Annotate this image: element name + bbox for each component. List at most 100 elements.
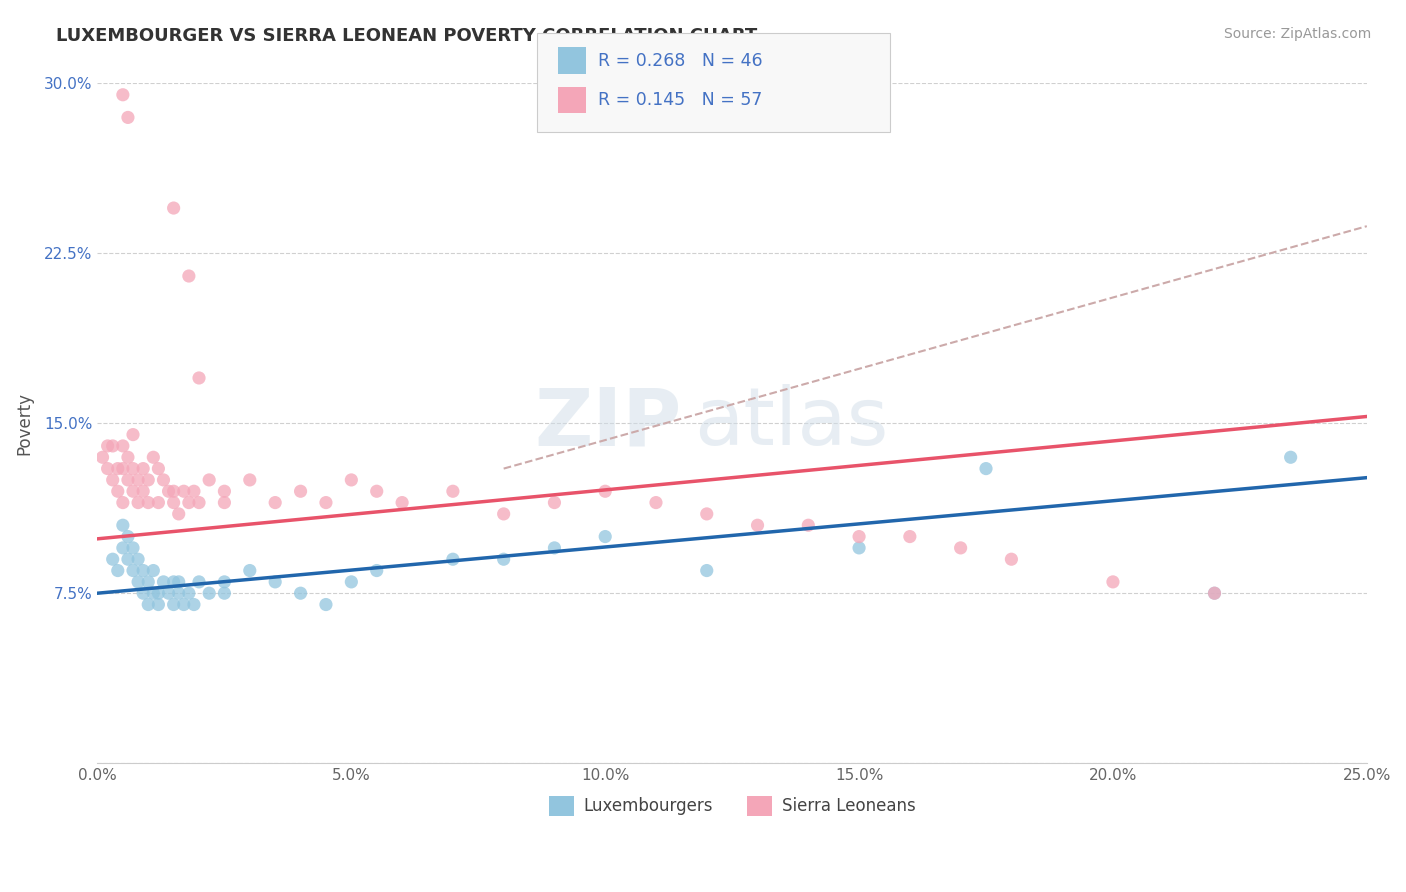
Point	[315, 495, 337, 509]
Point	[593, 484, 616, 499]
Point	[366, 484, 388, 499]
Point	[136, 473, 159, 487]
Point	[111, 541, 134, 555]
Point	[122, 427, 145, 442]
Point	[264, 574, 287, 589]
Point	[122, 461, 145, 475]
Point	[162, 574, 184, 589]
Point	[132, 586, 155, 600]
Point	[173, 484, 195, 499]
Point	[142, 586, 165, 600]
Text: R = 0.268   N = 46: R = 0.268 N = 46	[598, 52, 762, 70]
Point	[949, 541, 972, 555]
Point	[107, 484, 129, 499]
Point	[127, 574, 149, 589]
Point	[136, 495, 159, 509]
Point	[214, 586, 236, 600]
Point	[214, 574, 236, 589]
Point	[132, 564, 155, 578]
Text: atlas: atlas	[695, 384, 889, 462]
Point	[214, 495, 236, 509]
Point	[177, 268, 200, 283]
Point	[101, 473, 124, 487]
Point	[142, 564, 165, 578]
Point	[127, 473, 149, 487]
Point	[97, 439, 120, 453]
Point	[132, 484, 155, 499]
Point	[136, 598, 159, 612]
Point	[264, 495, 287, 509]
Point	[167, 586, 190, 600]
Text: R = 0.145   N = 57: R = 0.145 N = 57	[598, 91, 762, 109]
Point	[132, 461, 155, 475]
Point	[696, 564, 718, 578]
Point	[290, 484, 312, 499]
Point	[198, 473, 221, 487]
Point	[111, 87, 134, 102]
Point	[183, 484, 205, 499]
Text: ZIP: ZIP	[534, 384, 682, 462]
Point	[127, 552, 149, 566]
Point	[1000, 552, 1022, 566]
Point	[188, 371, 211, 385]
Point	[1102, 574, 1125, 589]
Point	[117, 450, 139, 465]
Point	[366, 564, 388, 578]
Point	[848, 530, 870, 544]
Point	[797, 518, 820, 533]
Point	[117, 111, 139, 125]
Point	[593, 530, 616, 544]
Text: LUXEMBOURGER VS SIERRA LEONEAN POVERTY CORRELATION CHART: LUXEMBOURGER VS SIERRA LEONEAN POVERTY C…	[56, 27, 758, 45]
Y-axis label: Poverty: Poverty	[15, 392, 32, 455]
Point	[162, 201, 184, 215]
Point	[148, 495, 170, 509]
Point	[122, 564, 145, 578]
Point	[107, 461, 129, 475]
Point	[117, 552, 139, 566]
Point	[848, 541, 870, 555]
Point	[645, 495, 668, 509]
Point	[543, 495, 565, 509]
Point	[290, 586, 312, 600]
Point	[315, 598, 337, 612]
Point	[117, 530, 139, 544]
Point	[167, 507, 190, 521]
Point	[152, 473, 174, 487]
Point	[117, 473, 139, 487]
Point	[111, 495, 134, 509]
Point	[543, 541, 565, 555]
Point	[188, 574, 211, 589]
Point	[974, 461, 997, 475]
Point	[177, 495, 200, 509]
Point	[162, 495, 184, 509]
Point	[152, 574, 174, 589]
Point	[340, 473, 363, 487]
Point	[162, 484, 184, 499]
Point	[111, 461, 134, 475]
Point	[122, 484, 145, 499]
Point	[91, 450, 114, 465]
Point	[391, 495, 413, 509]
Point	[173, 598, 195, 612]
Point	[101, 552, 124, 566]
Point	[136, 574, 159, 589]
Point	[198, 586, 221, 600]
Point	[111, 518, 134, 533]
Point	[898, 530, 921, 544]
Point	[1204, 586, 1226, 600]
Point	[340, 574, 363, 589]
Point	[214, 484, 236, 499]
Point	[1279, 450, 1302, 465]
Point	[696, 507, 718, 521]
Legend: Luxembourgers, Sierra Leoneans: Luxembourgers, Sierra Leoneans	[543, 789, 922, 822]
Point	[107, 564, 129, 578]
Point	[1204, 586, 1226, 600]
Point	[97, 461, 120, 475]
Point	[188, 495, 211, 509]
Point	[148, 598, 170, 612]
Point	[157, 484, 180, 499]
Point	[441, 552, 464, 566]
Text: Source: ZipAtlas.com: Source: ZipAtlas.com	[1223, 27, 1371, 41]
Point	[167, 574, 190, 589]
Point	[441, 484, 464, 499]
